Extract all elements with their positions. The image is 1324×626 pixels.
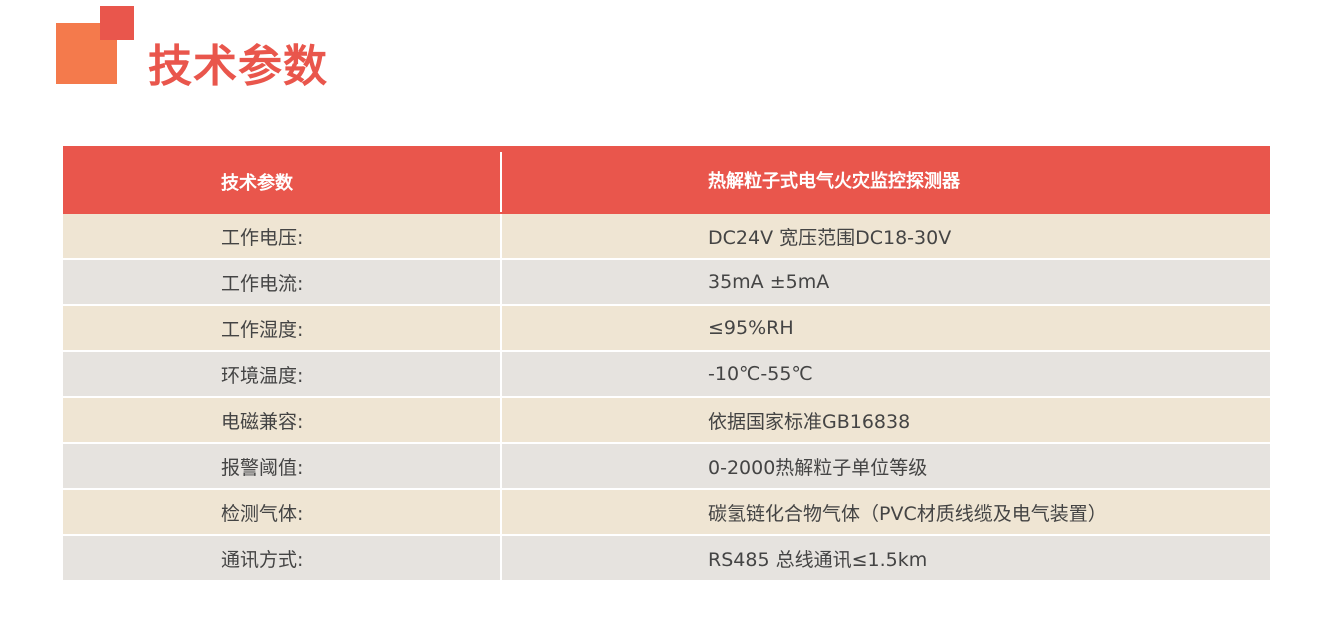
param-value: ≤95%RH [708,317,794,339]
param-label: 电磁兼容: [63,398,502,442]
param-label: 通讯方式: [63,536,502,580]
table-row: 通讯方式: RS485 总线通讯≤1.5km [63,536,1270,580]
param-label: 工作电压: [63,214,502,258]
param-label: 工作电流: [63,260,502,304]
header-param: 技术参数 [63,152,502,212]
table-row: 环境温度: -10℃-55℃ [63,352,1270,396]
page-title: 技术参数 [148,41,328,92]
table-row: 工作电流: 35mA ±5mA [63,260,1270,304]
logo-square-red [100,6,134,40]
table-row: 工作电压: DC24V 宽压范围DC18-30V [63,214,1270,258]
param-label: 环境温度: [63,352,502,396]
param-value: RS485 总线通讯≤1.5km [708,548,928,571]
table-row: 检测气体: 碳氢链化合物气体（PVC材质线缆及电气装置） [63,490,1270,534]
table-row: 电磁兼容: 依据国家标准GB16838 [63,398,1270,442]
param-label: 检测气体: [63,490,502,534]
table-header: 技术参数 热解粒子式电气火灾监控探测器 [63,146,1270,214]
param-value: 0-2000热解粒子单位等级 [708,456,928,479]
header-product: 热解粒子式电气火灾监控探测器 [708,171,960,192]
param-value: 碳氢链化合物气体（PVC材质线缆及电气装置） [708,502,1107,525]
table-row: 工作湿度: ≤95%RH [63,306,1270,350]
param-label: 工作湿度: [63,306,502,350]
param-value: -10℃-55℃ [708,363,813,385]
param-label: 报警阈值: [63,444,502,488]
table-row: 报警阈值: 0-2000热解粒子单位等级 [63,444,1270,488]
spec-table: 技术参数 热解粒子式电气火灾监控探测器 工作电压: DC24V 宽压范围DC18-… [63,146,1270,582]
param-value: DC24V 宽压范围DC18-30V [708,226,952,249]
param-value: 依据国家标准GB16838 [708,410,911,433]
param-value: 35mA ±5mA [708,271,830,293]
